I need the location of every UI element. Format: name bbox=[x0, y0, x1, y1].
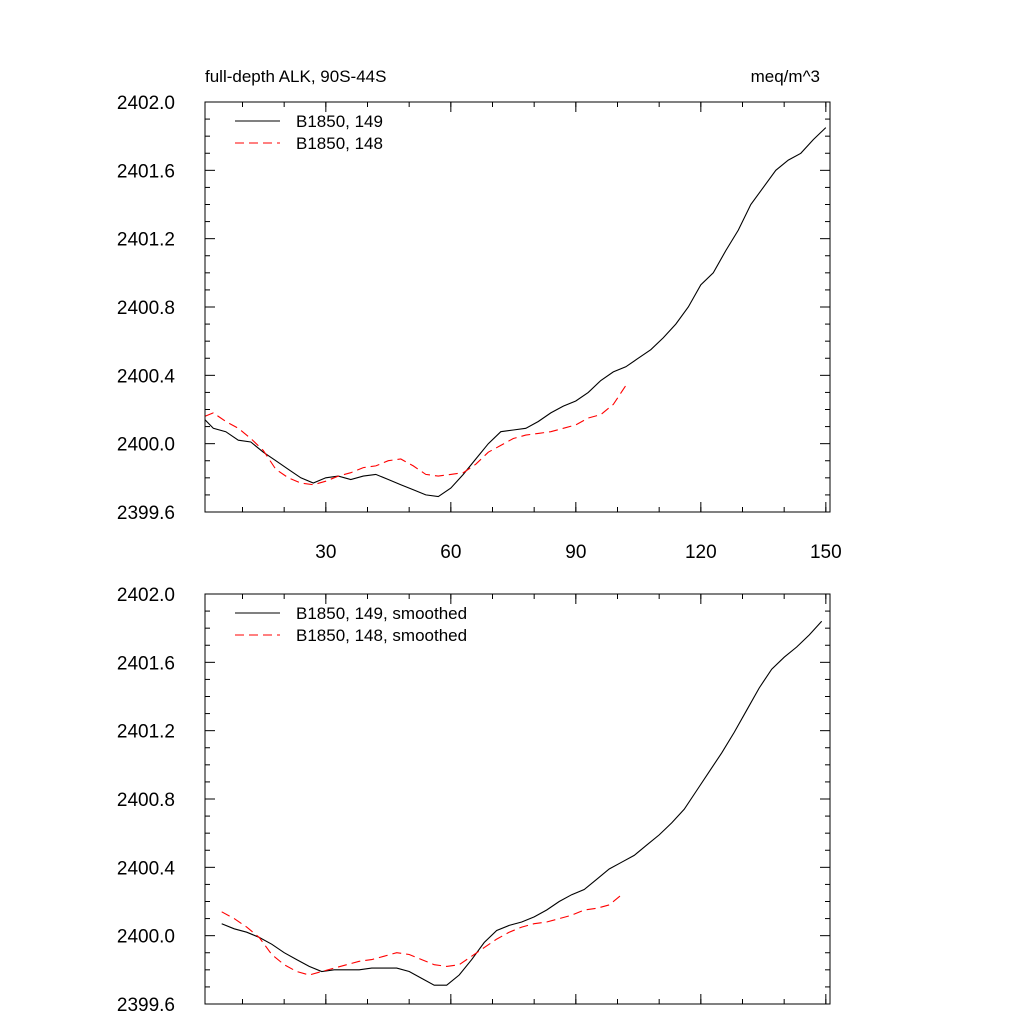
y-tick-label: 2399.6 bbox=[117, 503, 175, 524]
legend-label-series-1: B1850, 149 bbox=[296, 112, 383, 131]
axis-ticks-top bbox=[205, 101, 830, 513]
plot-marks-bottom bbox=[221, 620, 823, 986]
chart-panel-top: full-depth ALK, 90S-44S meq/m^3 2399.6 24… bbox=[117, 67, 842, 563]
y-tick-label: 2400.0 bbox=[117, 435, 175, 456]
x-tick-label: 120 bbox=[685, 542, 717, 563]
axis-ticks-bottom bbox=[205, 593, 830, 1005]
y-tick-label: 2401.6 bbox=[117, 161, 175, 182]
y-tick-label: 2402.0 bbox=[117, 585, 175, 606]
legend-top: B1850, 149 B1850, 148 bbox=[235, 112, 383, 153]
legend-label-series-2-smoothed: B1850, 148, smoothed bbox=[296, 626, 467, 645]
series-line-1 bbox=[204, 127, 827, 498]
series-line-2 bbox=[221, 894, 623, 976]
y-tick-label: 2399.6 bbox=[117, 995, 175, 1016]
series-line-2 bbox=[204, 385, 627, 486]
legend-bottom: B1850, 149, smoothed B1850, 148, smoothe… bbox=[235, 604, 467, 645]
x-tick-label: 60 bbox=[440, 542, 461, 563]
y-tick-label: 2400.4 bbox=[117, 858, 176, 879]
series-line-1 bbox=[221, 620, 823, 986]
chart-title-left: full-depth ALK, 90S-44S bbox=[205, 67, 386, 86]
chart-title-right: meq/m^3 bbox=[751, 67, 820, 86]
y-tick-label: 2400.8 bbox=[117, 298, 175, 319]
plot-frame-bottom bbox=[204, 593, 831, 1005]
legend-label-series-2: B1850, 148 bbox=[296, 134, 383, 153]
y-tick-label: 2401.6 bbox=[117, 653, 175, 674]
y-tick-label: 2400.4 bbox=[117, 366, 176, 387]
axis-labels-top: 2399.6 2400.0 2400.4 2400.8 2401.2 2401.6 2402… bbox=[117, 93, 842, 563]
legend-label-series-1-smoothed: B1850, 149, smoothed bbox=[296, 604, 467, 623]
x-tick-label: 150 bbox=[810, 542, 842, 563]
y-tick-label: 2400.0 bbox=[117, 927, 175, 948]
chart-panel-bottom: 2399.6 2400.0 2400.4 2400.8 2401.2 2401.6 2402… bbox=[117, 585, 831, 1016]
y-tick-label: 2400.8 bbox=[117, 790, 175, 811]
x-tick-label: 90 bbox=[565, 542, 586, 563]
x-tick-label: 30 bbox=[315, 542, 336, 563]
y-tick-label: 2401.2 bbox=[117, 230, 175, 251]
y-tick-label: 2401.2 bbox=[117, 722, 175, 743]
axis-labels-bottom: 2399.6 2400.0 2400.4 2400.8 2401.2 2401.6 2402… bbox=[117, 585, 176, 1016]
plot-marks-top bbox=[204, 127, 827, 498]
y-tick-label: 2402.0 bbox=[117, 93, 175, 114]
plot-frame-top bbox=[204, 101, 831, 513]
